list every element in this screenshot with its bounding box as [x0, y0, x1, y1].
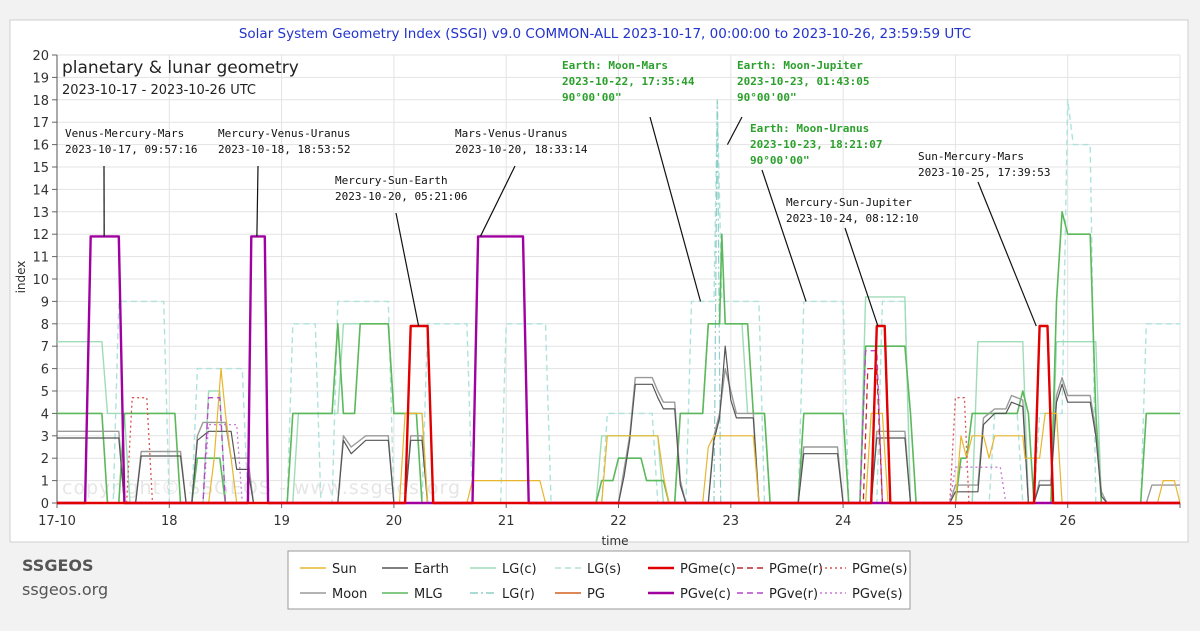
x-tick-label: 25	[947, 514, 964, 529]
legend-label-pgme-s: PGme(s)	[852, 562, 908, 577]
annotation-text: Sun-Mercury-Mars	[918, 150, 1024, 163]
annotation-text: 2023-10-25, 17:39:53	[918, 166, 1050, 179]
x-tick-label: 17-10	[38, 514, 76, 529]
y-tick-label: 12	[32, 228, 49, 243]
annotation-text: Mercury-Sun-Jupiter	[786, 196, 912, 209]
chart-subtitle: planetary & lunar geometry	[62, 58, 299, 78]
annotation-text: 2023-10-20, 05:21:06	[335, 190, 467, 203]
y-tick-label: 19	[32, 71, 49, 86]
annotation-text: 2023-10-17, 09:57:16	[65, 143, 197, 156]
y-tick-label: 17	[32, 116, 49, 131]
legend-label-pgve-s: PGve(s)	[852, 587, 903, 602]
annotation-text: Venus-Mercury-Mars	[65, 127, 184, 140]
legend-label-earth: Earth	[414, 562, 449, 577]
legend-label-moon: Moon	[332, 587, 367, 602]
legend-label-mlg: MLG	[414, 587, 443, 602]
legend-label-lg-s: LG(s)	[587, 562, 621, 577]
y-axis-label: index	[14, 261, 28, 294]
brand-name: SSGEOS	[22, 556, 94, 575]
y-tick-label: 20	[32, 49, 49, 64]
x-tick-label: 20	[386, 514, 403, 529]
legend-label-pg: PG	[587, 587, 605, 602]
legend: Sun Earth LG(c) LG(s) PGme(c) PGme(r) PGme(s) M…	[288, 551, 910, 609]
y-tick-label: 15	[32, 161, 49, 176]
y-tick-label: 4	[41, 407, 49, 422]
y-tick-label: 9	[41, 295, 49, 310]
y-tick-label: 6	[41, 363, 49, 378]
annotation-text: 2023-10-18, 18:53:52	[218, 143, 350, 156]
y-tick-label: 11	[32, 251, 49, 266]
annotation-text: Mercury-Venus-Uranus	[218, 127, 350, 140]
y-tick-label: 2	[41, 452, 49, 467]
y-tick-label: 5	[41, 385, 49, 400]
x-tick-label: 26	[1059, 514, 1076, 529]
legend-label-pgve-r: PGve(r)	[769, 587, 818, 602]
brand-url[interactable]: ssgeos.org	[22, 580, 108, 599]
y-tick-label: 3	[41, 430, 49, 445]
y-tick-label: 16	[32, 139, 49, 154]
annotation-text: 90°00'00"	[750, 154, 810, 167]
legend-label-pgme-r: PGme(r)	[769, 562, 823, 577]
legend-label-lg-r: LG(r)	[502, 587, 535, 602]
y-tick-label: 13	[32, 206, 49, 221]
annotation-text: 2023-10-22, 17:35:44	[562, 75, 695, 88]
annotation-text: 2023-10-23, 01:43:05	[737, 75, 869, 88]
y-tick-label: 7	[41, 340, 49, 355]
annotation-text: 2023-10-23, 18:21:07	[750, 138, 882, 151]
y-tick-label: 1	[41, 475, 49, 490]
y-tick-label: 8	[41, 318, 49, 333]
annotation-text: Earth: Moon-Uranus	[750, 122, 869, 135]
y-tick-label: 14	[32, 183, 49, 198]
x-tick-label: 22	[610, 514, 627, 529]
x-axis-label: time	[601, 534, 628, 548]
date-range: 2023-10-17 - 2023-10-26 UTC	[62, 83, 256, 98]
annotation-text: 2023-10-20, 18:33:14	[455, 143, 588, 156]
y-tick-label: 0	[41, 497, 49, 512]
annotation-text: Earth: Moon-Mars	[562, 59, 668, 72]
annotation-text: Earth: Moon-Jupiter	[737, 59, 863, 72]
annotation-text: Mercury-Sun-Earth	[335, 174, 448, 187]
y-tick-label: 18	[32, 94, 49, 109]
legend-label-sun: Sun	[332, 562, 357, 577]
annotation-text: Mars-Venus-Uranus	[455, 127, 568, 140]
legend-label-pgve-c: PGve(c)	[680, 587, 731, 602]
chart-title: Solar System Geometry Index (SSGI) v9.0 …	[239, 26, 971, 42]
y-tick-label: 10	[32, 273, 49, 288]
x-tick-label: 18	[161, 514, 178, 529]
legend-label-lg-c: LG(c)	[502, 562, 537, 577]
legend-label-pgme-c: PGme(c)	[680, 562, 736, 577]
annotation-text: 90°00'00"	[737, 91, 797, 104]
x-tick-label: 19	[273, 514, 290, 529]
x-tick-label: 23	[723, 514, 740, 529]
annotation-text: 90°00'00"	[562, 91, 622, 104]
x-tick-label: 21	[498, 514, 515, 529]
x-tick-label: 24	[835, 514, 852, 529]
annotation-text: 2023-10-24, 08:12:10	[786, 212, 918, 225]
